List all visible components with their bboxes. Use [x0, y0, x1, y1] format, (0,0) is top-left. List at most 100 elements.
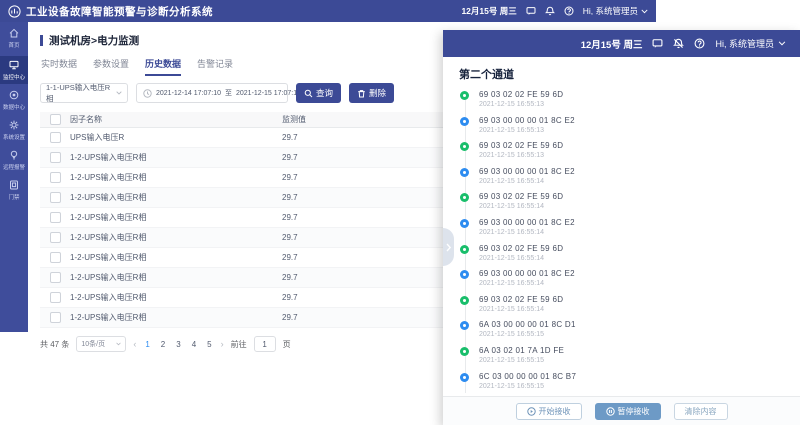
- goto-label: 前往: [230, 339, 247, 349]
- trash-icon: [357, 89, 366, 98]
- user-greeting: Hi, 系统管理员: [715, 39, 774, 49]
- monitor-value-cell: 29.7: [282, 213, 298, 222]
- page-size-select[interactable]: 10条/页: [76, 336, 127, 352]
- gear-icon: [9, 120, 19, 130]
- clear-content-button[interactable]: 清除内容: [673, 402, 728, 420]
- page-number-1[interactable]: 1: [145, 339, 150, 349]
- start-receive-button[interactable]: 开始接收: [515, 402, 582, 420]
- prev-page-button[interactable]: ‹: [133, 339, 137, 349]
- next-page-button[interactable]: ›: [220, 339, 224, 349]
- tabs: 实时数据 参数设置 历史数据 告警记录: [41, 57, 656, 76]
- date-range-input[interactable]: 2021-12-14 17:07:10 至 2021-12-15 17:07:1…: [136, 83, 301, 103]
- chevron-down-icon: [778, 41, 786, 46]
- sidebar-item-label: 远程报警: [2, 164, 26, 171]
- row-checkbox[interactable]: [49, 292, 61, 303]
- search-icon: [304, 89, 313, 98]
- message-timestamp: 2021-12-15 16:55:13: [479, 126, 544, 134]
- hex-message: 6C 03 00 00 00 01 8C B7: [479, 371, 577, 381]
- message-timestamp: 2021-12-15 16:55:15: [479, 382, 544, 390]
- timeline-item: 69 03 00 00 00 01 8C E2 2021-12-15 16:55…: [460, 167, 800, 193]
- sidebar-item-access-control[interactable]: 门禁: [0, 176, 28, 204]
- app-title: 工业设备故障智能预警与诊断分析系统: [26, 5, 213, 18]
- sidebar-item-label: 首页: [8, 42, 20, 49]
- bell-muted-icon[interactable]: [673, 38, 685, 49]
- monitor-value-cell: 29.7: [282, 173, 298, 182]
- message-timestamp: 2021-12-15 16:55:14: [479, 203, 544, 211]
- page-number-2[interactable]: 2: [160, 339, 166, 349]
- row-checkbox[interactable]: [49, 312, 61, 323]
- message-timestamp: 2021-12-15 16:55:15: [479, 356, 544, 364]
- factor-name-cell: 1-2-UPS输入电压R相: [70, 273, 147, 282]
- query-button[interactable]: 查询: [296, 83, 342, 103]
- circle-play-icon: [526, 406, 536, 416]
- chevron-down-icon: [641, 9, 648, 14]
- page-number-5[interactable]: 5: [207, 339, 212, 349]
- pause-receive-button[interactable]: 暂停接收: [594, 402, 661, 420]
- goto-page-input[interactable]: [253, 336, 276, 352]
- sidebar-item-home[interactable]: 首页: [0, 24, 28, 52]
- message-timestamp: 2021-12-15 16:55:14: [479, 228, 544, 236]
- row-checkbox[interactable]: [49, 272, 61, 283]
- status-dot-icon: [460, 295, 469, 305]
- bell-icon[interactable]: [544, 6, 555, 16]
- help-icon[interactable]: [694, 38, 705, 49]
- pagination: 共 47 条 10条/页 ‹ 1 2 3 4 5 › 前往 页: [40, 336, 656, 352]
- tab-realtime-data[interactable]: 实时数据: [41, 59, 78, 69]
- factor-select-value: 1-1-UPS输入电压R相: [46, 83, 111, 103]
- timeline-item: 6A 03 02 01 7A 1D FE 2021-12-15 16:55:15: [460, 346, 800, 372]
- tab-alarm-records[interactable]: 告警记录: [197, 59, 234, 69]
- door-icon: [9, 180, 19, 190]
- status-dot-icon: [460, 372, 469, 382]
- collapse-panel-handle[interactable]: [443, 228, 454, 266]
- status-dot-icon: [460, 218, 469, 228]
- chevron-down-icon: [116, 342, 122, 346]
- delete-button[interactable]: 删除: [349, 83, 395, 103]
- hex-message: 69 03 02 02 FE 59 6D: [479, 294, 564, 304]
- panel-header: 12月15号 周三 Hi, 系统管理员: [443, 30, 800, 57]
- factor-name-cell: 1-2-UPS输入电压R相: [70, 293, 147, 302]
- panel-footer: 开始接收 暂停接收 清除内容: [443, 396, 800, 425]
- row-checkbox[interactable]: [49, 252, 61, 263]
- factor-name-cell: 1-2-UPS输入电压R相: [70, 193, 147, 202]
- timeline-item: 69 03 00 00 00 01 8C E2 2021-12-15 16:55…: [460, 116, 800, 142]
- user-menu[interactable]: Hi, 系统管理员: [715, 37, 786, 50]
- row-checkbox[interactable]: [49, 132, 61, 143]
- status-dot-icon: [460, 167, 469, 177]
- tab-parameter-settings[interactable]: 参数设置: [93, 59, 130, 69]
- sidebar-item-data-center[interactable]: 数据中心: [0, 86, 28, 114]
- row-checkbox[interactable]: [49, 192, 61, 203]
- message-icon[interactable]: [652, 38, 663, 49]
- sidebar-item-remote-alarm[interactable]: 远程报警: [0, 146, 28, 174]
- message-timestamp: 2021-12-15 16:55:13: [479, 101, 544, 108]
- breadcrumb-text: 测试机房>电力监测: [49, 35, 140, 47]
- monitor-value-cell: 29.7: [282, 253, 298, 262]
- user-menu[interactable]: Hi, 系统管理员: [583, 5, 648, 17]
- row-checkbox[interactable]: [49, 172, 61, 183]
- factor-select[interactable]: 1-1-UPS输入电压R相: [40, 83, 128, 103]
- row-checkbox[interactable]: [49, 232, 61, 243]
- status-dot-icon: [460, 193, 469, 203]
- total-count: 共 47 条: [40, 339, 70, 349]
- delete-button-label: 删除: [369, 88, 387, 98]
- sidebar-item-system-settings[interactable]: 系统设置: [0, 116, 28, 144]
- sidebar-item-monitor-center[interactable]: 监控中心: [0, 56, 28, 84]
- breadcrumb-accent-bar: [40, 35, 43, 46]
- message-icon[interactable]: [526, 6, 536, 16]
- row-checkbox[interactable]: [49, 212, 61, 223]
- monitor-value-cell: 29.7: [282, 153, 298, 162]
- column-header-monitor-value: 监测值: [282, 115, 306, 124]
- tab-history-data[interactable]: 历史数据: [145, 57, 182, 76]
- status-dot-icon: [460, 116, 469, 126]
- help-icon[interactable]: [564, 6, 574, 16]
- message-timestamp: 2021-12-15 16:55:13: [479, 152, 544, 160]
- monitor-value-cell: 29.7: [282, 313, 298, 322]
- date-start: 2021-12-14 17:07:10: [156, 89, 221, 97]
- timeline-item: 69 03 02 02 FE 59 6D 2021-12-15 16:55:14: [460, 192, 800, 218]
- query-button-label: 查询: [316, 88, 334, 98]
- data-center-icon: [9, 90, 19, 100]
- select-all-checkbox[interactable]: [49, 114, 61, 125]
- row-checkbox[interactable]: [49, 152, 61, 163]
- page-number-4[interactable]: 4: [191, 339, 197, 349]
- page-number-3[interactable]: 3: [176, 339, 181, 349]
- home-icon: [9, 28, 19, 38]
